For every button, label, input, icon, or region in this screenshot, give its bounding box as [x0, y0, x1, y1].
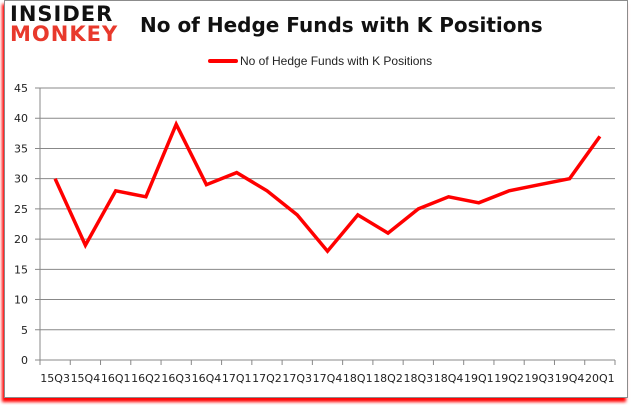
chart-title: No of Hedge Funds with K Positions — [140, 13, 543, 37]
x-tick-label: 20Q1 — [585, 372, 615, 385]
x-tick-label: 18Q4 — [434, 372, 464, 385]
logo-line-2: MONKEY — [10, 22, 119, 46]
y-tick-label: 5 — [21, 324, 28, 337]
x-tick-label: 19Q3 — [525, 372, 555, 385]
y-tick-label: 30 — [14, 173, 28, 186]
y-tick-label: 20 — [14, 233, 28, 246]
x-tick-label: 19Q2 — [494, 372, 524, 385]
insider-monkey-logo: INSIDER MONKEY — [10, 2, 119, 46]
x-tick-label: 17Q3 — [282, 372, 312, 385]
y-tick-label: 35 — [14, 142, 28, 155]
chart-legend: No of Hedge Funds with K Positions — [208, 54, 432, 68]
x-tick-label: 16Q2 — [131, 372, 161, 385]
y-tick-label: 10 — [14, 294, 28, 307]
x-tick-label: 18Q1 — [343, 372, 373, 385]
x-tick-label: 18Q2 — [373, 372, 403, 385]
x-tick-label: 15Q3 — [40, 372, 70, 385]
y-tick-label: 15 — [14, 263, 28, 276]
x-tick-label: 16Q4 — [192, 372, 222, 385]
x-tick-label: 19Q4 — [555, 372, 585, 385]
legend-label: No of Hedge Funds with K Positions — [240, 54, 433, 68]
x-tick-label: 17Q4 — [313, 372, 343, 385]
chart-frame — [4, 0, 628, 398]
x-tick-label: 16Q1 — [101, 372, 131, 385]
legend-line-swatch-icon — [208, 59, 238, 63]
x-tick-label: 18Q3 — [403, 372, 433, 385]
y-tick-label: 0 — [21, 354, 28, 367]
y-tick-label: 40 — [14, 112, 28, 125]
y-tick-label: 25 — [14, 203, 28, 216]
x-tick-label: 15Q4 — [71, 372, 101, 385]
x-tick-label: 17Q2 — [252, 372, 282, 385]
x-tick-label: 16Q3 — [161, 372, 191, 385]
x-tick-label: 17Q1 — [222, 372, 252, 385]
y-tick-label: 45 — [14, 82, 28, 95]
logo-line-1: INSIDER — [10, 2, 114, 26]
x-tick-label: 19Q1 — [464, 372, 494, 385]
data-series-line — [53, 120, 602, 254]
